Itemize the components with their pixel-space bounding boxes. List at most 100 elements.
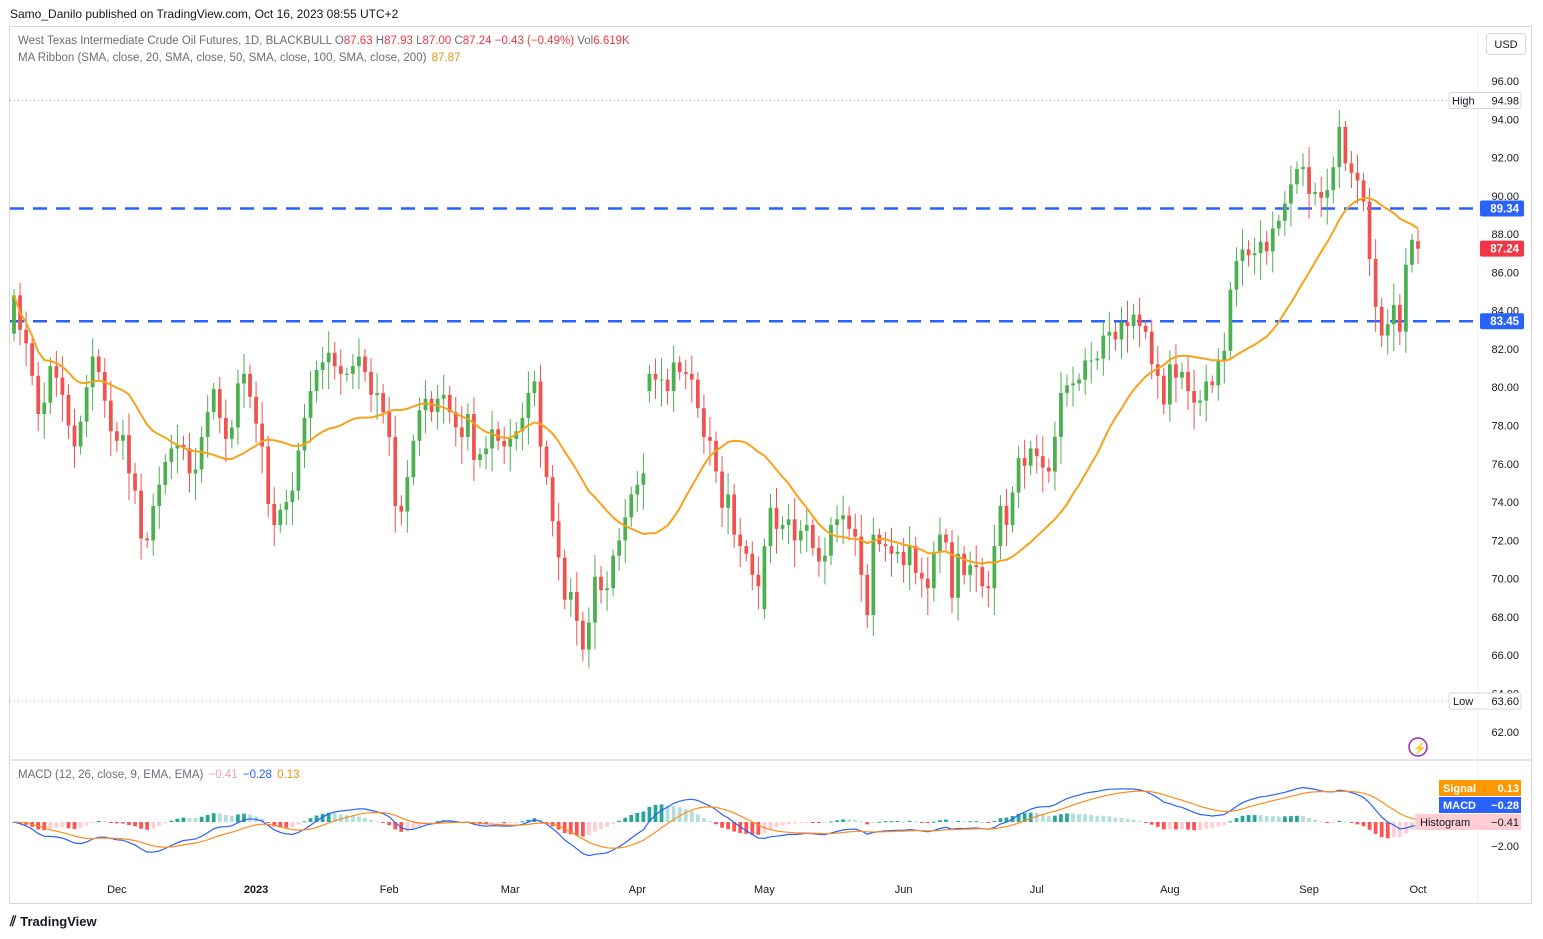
candle-body xyxy=(332,352,337,367)
low-tag-value: 63.60 xyxy=(1491,696,1519,708)
candle-body xyxy=(714,440,718,472)
candle-body xyxy=(96,356,101,372)
candle-body xyxy=(90,356,95,388)
macd-histogram-bar xyxy=(72,822,77,830)
macd-histogram-bar xyxy=(1101,815,1106,822)
candle-body xyxy=(1198,400,1203,403)
candle-body xyxy=(217,389,222,418)
candle-body xyxy=(369,371,373,395)
candle-body xyxy=(1186,371,1190,392)
candle-body xyxy=(1397,304,1402,332)
candle-body xyxy=(635,484,640,495)
ma-ribbon-label: MA Ribbon (SMA, close, 20, SMA, close, 5… xyxy=(18,52,427,64)
y-tick-label: 74.00 xyxy=(1491,497,1519,509)
candle-body xyxy=(810,525,815,549)
macd-histogram-bar xyxy=(157,822,162,827)
candle-body xyxy=(133,473,137,491)
macd-histogram-bar xyxy=(1252,815,1257,822)
candle-body xyxy=(1149,331,1154,365)
macd-histogram-bar xyxy=(369,819,373,822)
macd-histogram-bar xyxy=(587,822,591,836)
y-tick-label: 72.00 xyxy=(1491,535,1519,547)
macd-histogram-bar xyxy=(102,821,107,823)
candle-body xyxy=(1065,385,1069,393)
macd-histogram-bar xyxy=(1113,817,1118,822)
macd-histogram-bar xyxy=(332,813,337,822)
macd-histogram-bar xyxy=(1016,813,1021,822)
candle-body xyxy=(587,622,591,650)
macd-histogram-bar xyxy=(574,822,579,836)
candle-body xyxy=(441,394,446,399)
candle-body xyxy=(399,505,404,512)
lightning-icon xyxy=(1408,737,1428,757)
high-value: 87.93 xyxy=(384,35,413,47)
macd-histogram-bar xyxy=(962,821,966,823)
candle-body xyxy=(472,414,476,460)
macd-histogram-bar xyxy=(647,806,652,822)
candle-body xyxy=(1125,322,1130,326)
candle-body xyxy=(1222,350,1227,361)
candle-body xyxy=(611,555,615,589)
candle-body xyxy=(593,576,597,623)
y-tick-label: 90.00 xyxy=(1491,191,1519,203)
currency-button[interactable]: USD xyxy=(1486,33,1526,55)
candle-body xyxy=(42,402,47,415)
macd-histogram-bar xyxy=(599,822,603,830)
y-tick-label: 70.00 xyxy=(1491,574,1519,586)
macd-histogram-bar xyxy=(1373,822,1378,834)
macd-histogram-bar xyxy=(1240,815,1245,822)
macd-histogram-bar xyxy=(823,822,827,824)
candle-body xyxy=(526,392,531,418)
candle-body xyxy=(708,437,712,441)
open-value: 87.63 xyxy=(343,35,373,47)
candle-body xyxy=(12,295,16,334)
candle-body xyxy=(829,525,833,556)
candle-body xyxy=(538,381,543,447)
candle-body xyxy=(629,494,634,518)
candle-body xyxy=(1301,167,1305,170)
candle-body xyxy=(1168,364,1172,405)
macd-histogram-bar xyxy=(133,822,137,827)
last-price-label-bg xyxy=(1480,240,1524,257)
candle-body xyxy=(774,507,779,529)
candle-body xyxy=(768,507,773,547)
macd-histogram-bar xyxy=(145,822,150,830)
macd-histogram-bar xyxy=(260,818,264,822)
macd-histogram-bar xyxy=(689,811,694,822)
candle-body xyxy=(925,578,930,589)
ma-legend: MA Ribbon (SMA, close, 20, SMA, close, 5… xyxy=(18,52,460,64)
macd-histogram-bar xyxy=(435,821,440,823)
candle-body xyxy=(835,519,839,526)
candle-body xyxy=(950,542,954,598)
macd-histogram-bar xyxy=(744,822,749,834)
candle-body xyxy=(1071,383,1075,386)
macd-histogram-bar xyxy=(1379,822,1384,838)
candle-body xyxy=(980,567,985,587)
candle-body xyxy=(1276,220,1281,229)
candle-body xyxy=(338,366,343,374)
macd-histogram-bar xyxy=(66,822,71,829)
macd-histogram-bar xyxy=(290,822,295,827)
candle-body xyxy=(278,509,283,526)
candle-body xyxy=(1289,184,1293,204)
macd-histogram-bar xyxy=(817,822,821,824)
macd-histogram-bar xyxy=(1131,819,1136,822)
macd-histogram-bar xyxy=(1071,813,1075,822)
macd-histogram-bar xyxy=(187,817,192,822)
chart-frame xyxy=(9,26,1532,904)
candle-body xyxy=(447,394,452,413)
candle-body xyxy=(205,412,210,438)
macd-histogram-bar xyxy=(605,822,609,827)
candle-body xyxy=(786,519,791,526)
macd-histogram-bar xyxy=(139,822,143,829)
level-label-bg xyxy=(1480,200,1524,217)
macd-histogram-bar xyxy=(1059,814,1063,822)
y-tick-label: 86.00 xyxy=(1491,267,1519,279)
macd-histogram-bar xyxy=(665,805,670,822)
macd-histogram-bar xyxy=(417,822,422,827)
candle-body xyxy=(913,546,918,573)
candle-body xyxy=(853,528,858,537)
candle-body xyxy=(411,440,416,478)
macd-histogram-bar xyxy=(1391,822,1396,838)
